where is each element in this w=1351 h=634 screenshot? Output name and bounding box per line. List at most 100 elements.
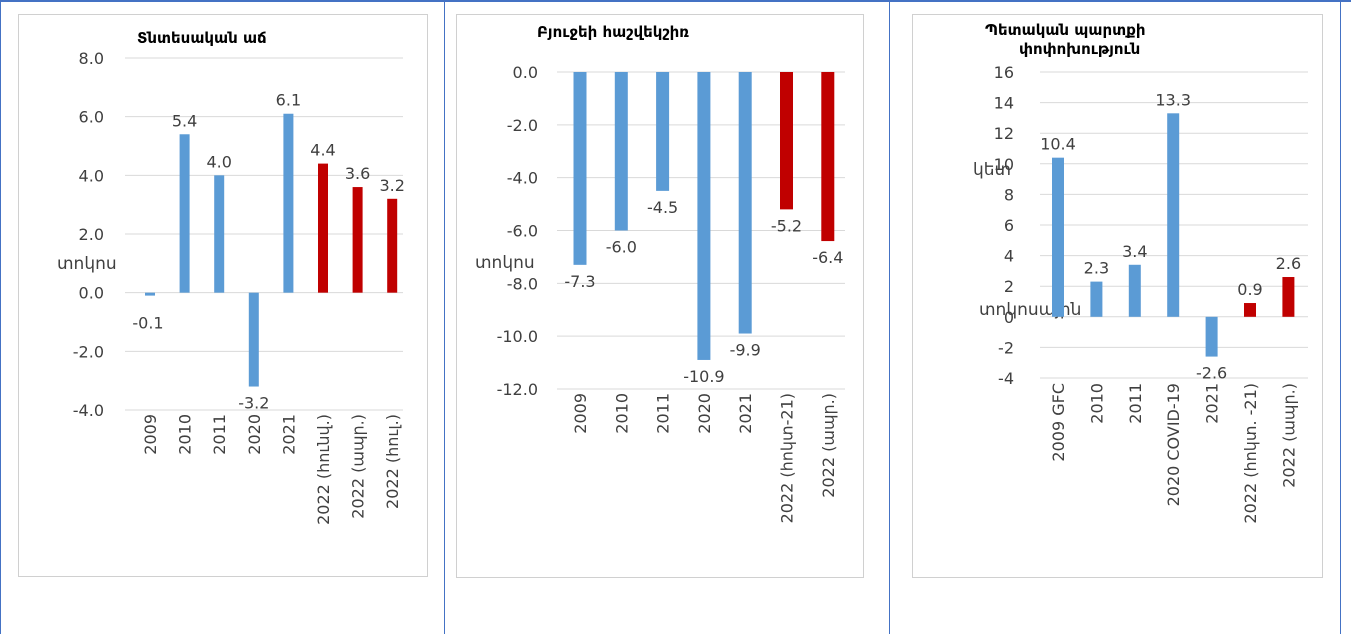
x-tick-label: 2009 bbox=[141, 414, 160, 455]
y-axis-label: տոկոս bbox=[475, 253, 535, 273]
x-tick-label: 2022 (ապր.) bbox=[349, 414, 368, 519]
y-tick-label: 16 bbox=[994, 63, 1014, 82]
bar bbox=[1128, 264, 1141, 317]
table-divider-1 bbox=[444, 0, 445, 634]
public-debt-change-chart: -4 -2 0 2 4 6 8 10 12 14 16 Պետական պարտքիփոփոխությ… bbox=[973, 21, 1308, 524]
y-tick-label: -8.0 bbox=[507, 274, 538, 293]
bar bbox=[1282, 277, 1295, 317]
data-label: -2.6 bbox=[1196, 364, 1227, 383]
data-label: 4.4 bbox=[310, 141, 335, 160]
bar bbox=[283, 113, 294, 293]
bar bbox=[738, 72, 752, 334]
x-tick-label: 2010 bbox=[1087, 383, 1106, 424]
x-tick-label: 2022 (ապր.) bbox=[819, 393, 838, 498]
budget-balance-chart: -12.0 -10.0 -8.0 -6.0 -4.0 -2.0 0.0 Բյուջեի հաշ… bbox=[475, 23, 845, 523]
x-tick-label: 2022 (հունվ.) bbox=[314, 414, 333, 525]
chart-panel-budget: -12.0 -10.0 -8.0 -6.0 -4.0 -2.0 0.0 Բյուջեի հաշ… bbox=[456, 14, 864, 578]
y-tick-label: -2 bbox=[998, 338, 1014, 357]
data-label: -6.4 bbox=[812, 248, 843, 267]
y-tick-label: -2.0 bbox=[507, 116, 538, 135]
data-label: -0.1 bbox=[132, 314, 163, 333]
data-label: -7.3 bbox=[564, 272, 595, 291]
y-tick-label: 14 bbox=[994, 94, 1014, 113]
chart-title-line: փոփոխություն bbox=[1019, 40, 1140, 58]
y-axis-label: տոկոս bbox=[57, 254, 117, 274]
growth-chart: -4.0 -2.0 0.0 2.0 4.0 6.0 8.0 Տնտեսական աճ տոկոս… bbox=[57, 29, 405, 525]
x-tick-label: 2011 bbox=[1126, 383, 1145, 424]
data-label: 13.3 bbox=[1155, 90, 1191, 109]
x-tick-label: 2021 bbox=[279, 414, 298, 455]
table-top-border bbox=[0, 0, 1351, 2]
y-axis-label-2: տոկոսային bbox=[979, 300, 1081, 320]
bar bbox=[1090, 281, 1103, 317]
data-label: 2.3 bbox=[1084, 259, 1109, 278]
data-label: 2.6 bbox=[1276, 254, 1301, 273]
data-label: 3.4 bbox=[1122, 242, 1147, 261]
x-tick-label: 2021 bbox=[736, 393, 755, 434]
y-tick-label: -2.0 bbox=[73, 342, 104, 361]
data-label: 3.2 bbox=[379, 176, 404, 195]
data-label: 6.1 bbox=[276, 91, 301, 110]
data-label: 5.4 bbox=[172, 111, 197, 130]
chart-panel-debt: -4 -2 0 2 4 6 8 10 12 14 16 Պետական պարտքի փոփոխությ… bbox=[912, 14, 1323, 578]
x-tick-label: 2011 bbox=[654, 393, 673, 434]
data-label: 4.0 bbox=[206, 152, 231, 171]
chart-title-line: Պետական պարտքի bbox=[985, 21, 1145, 39]
data-label: -6.0 bbox=[606, 238, 637, 257]
x-tick-label: 2010 bbox=[612, 393, 631, 434]
y-tick-label: -10.0 bbox=[497, 327, 538, 346]
y-tick-label: 4.0 bbox=[79, 166, 104, 185]
x-tick-label: 2009 GFC bbox=[1049, 383, 1068, 462]
table-left-border bbox=[0, 0, 1, 634]
y-tick-label: -4 bbox=[998, 369, 1014, 388]
y-tick-label: -4.0 bbox=[507, 169, 538, 188]
y-tick-label: 0 bbox=[1004, 308, 1014, 327]
y-tick-label: -4.0 bbox=[73, 401, 104, 420]
bar bbox=[1244, 303, 1256, 317]
y-axis-label: կետ bbox=[973, 160, 1011, 180]
data-label: -4.5 bbox=[647, 198, 678, 217]
bar bbox=[318, 163, 328, 293]
bar bbox=[179, 134, 190, 293]
chart-panel-growth: -4.0 -2.0 0.0 2.0 4.0 6.0 8.0 Տնտեսական աճ տոկոս… bbox=[18, 14, 428, 577]
bar bbox=[697, 72, 711, 360]
y-tick-label: 0.0 bbox=[513, 63, 538, 82]
bar bbox=[656, 72, 670, 191]
table-right-border bbox=[1340, 0, 1341, 634]
chart-title: Տնտեսական աճ bbox=[137, 29, 267, 47]
x-tick-label: 2011 bbox=[210, 414, 229, 455]
chart-title: Բյուջեի հաշվեկշիռ bbox=[537, 23, 689, 41]
y-tick-label: 4 bbox=[1004, 247, 1014, 266]
bar bbox=[387, 198, 398, 293]
x-tick-label: 2020 bbox=[695, 393, 714, 434]
x-tick-label: 2021 bbox=[1203, 383, 1222, 424]
data-label: 10.4 bbox=[1040, 135, 1076, 154]
bar bbox=[1052, 157, 1064, 317]
x-tick-label: 2020 COVID-19 bbox=[1164, 383, 1183, 506]
y-tick-label: 2 bbox=[1004, 277, 1014, 296]
data-label: -10.9 bbox=[683, 367, 724, 386]
bar bbox=[352, 187, 363, 293]
x-tick-label: 2010 bbox=[176, 414, 195, 455]
x-tick-label: 2022 (ապր.) bbox=[1279, 383, 1298, 488]
data-label: 0.9 bbox=[1237, 280, 1262, 299]
bar bbox=[821, 72, 835, 242]
y-tick-label: -12.0 bbox=[497, 380, 538, 399]
bar bbox=[1167, 113, 1180, 317]
y-tick-label: 12 bbox=[994, 124, 1014, 143]
y-tick-label: 8.0 bbox=[79, 49, 104, 68]
y-tick-label: 2.0 bbox=[79, 225, 104, 244]
data-label: 3.6 bbox=[345, 164, 370, 183]
bar bbox=[573, 72, 587, 265]
bar bbox=[214, 175, 225, 293]
y-tick-label: 6.0 bbox=[79, 108, 104, 127]
x-tick-label: 2022 (հուլ.) bbox=[383, 414, 402, 509]
y-tick-label: 8 bbox=[1004, 185, 1014, 204]
x-tick-label: 2022 (հոկտ-21) bbox=[778, 393, 797, 523]
bar bbox=[145, 292, 155, 296]
x-tick-label: 2009 bbox=[571, 393, 590, 434]
data-label: -9.9 bbox=[730, 341, 761, 360]
bar bbox=[614, 72, 628, 231]
y-tick-label: 0.0 bbox=[79, 284, 104, 303]
table-divider-2 bbox=[889, 0, 890, 634]
